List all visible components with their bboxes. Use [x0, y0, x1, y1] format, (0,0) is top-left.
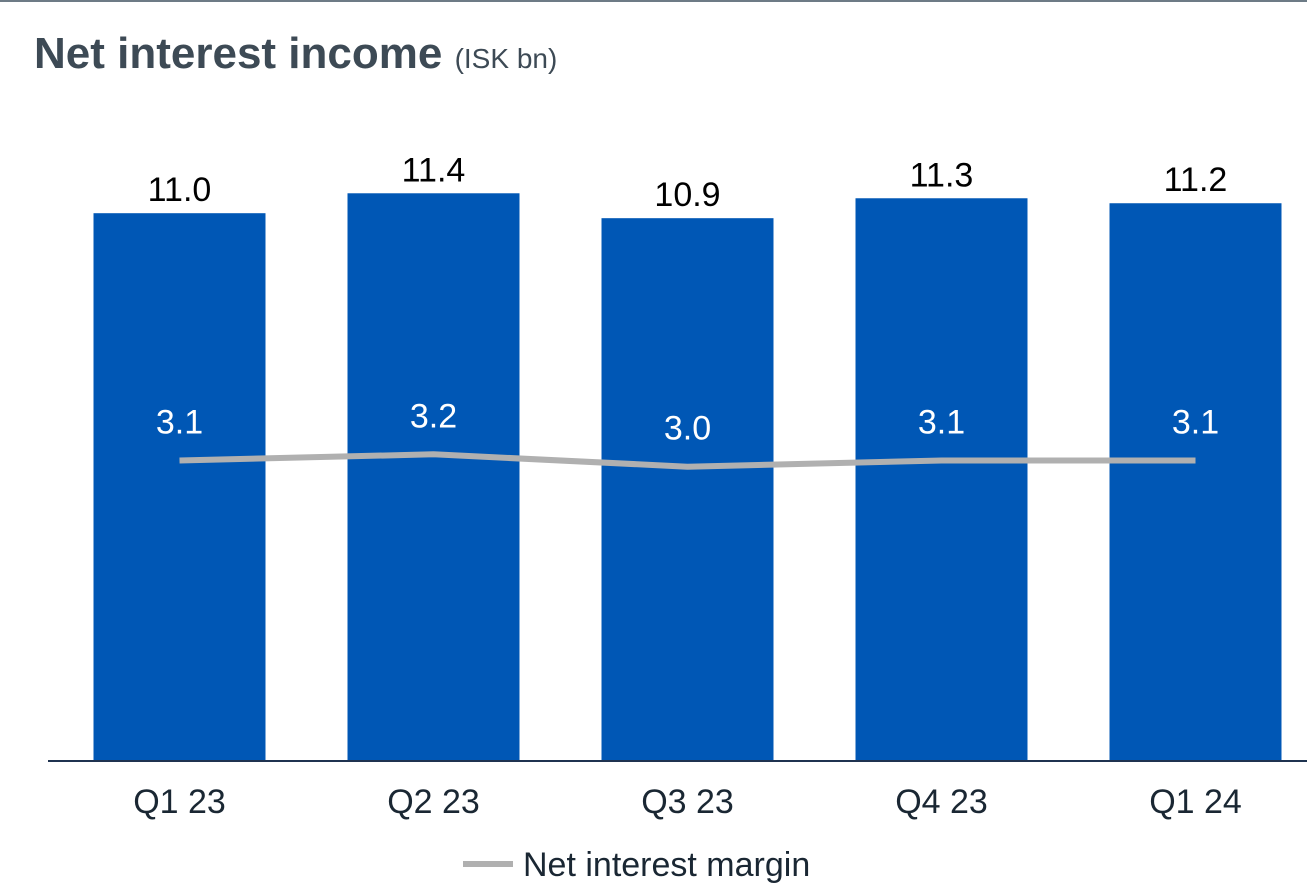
bar-series — [93, 193, 1282, 762]
x-tick-label: Q2 23 — [387, 783, 480, 821]
top-divider — [0, 0, 1307, 2]
x-tick-label: Q1 24 — [1149, 783, 1242, 821]
net-interest-margin-line — [179, 451, 1196, 470]
chart-title: Net interest income — [34, 29, 443, 78]
legend-entry-net-interest-margin: Net interest margin — [523, 846, 810, 884]
bar-q3-23 — [601, 218, 774, 761]
x-tick-label: Q4 23 — [895, 783, 988, 821]
bar-value-label: 10.9 — [654, 176, 720, 214]
bar-q1-24 — [1109, 203, 1282, 762]
bar-q1-23 — [93, 213, 266, 761]
bar-value-labels: 11.0 11.4 10.9 11.3 11.2 — [148, 151, 1228, 214]
x-tick-label: Q1 23 — [133, 783, 226, 821]
bar-value-label: 11.2 — [1164, 161, 1228, 199]
margin-value-label: 3.0 — [664, 410, 711, 448]
x-tick-label: Q3 23 — [641, 783, 734, 821]
margin-value-labels: 3.1 3.2 3.0 3.1 3.1 — [156, 397, 1219, 447]
legend: Net interest margin — [463, 846, 810, 884]
chart-unit: (ISK bn) — [454, 43, 558, 74]
x-axis-tick-labels: Q1 23 Q2 23 Q3 23 Q4 23 Q1 24 — [133, 783, 1242, 821]
margin-value-label: 3.1 — [1172, 404, 1219, 442]
bar-value-label: 11.3 — [910, 156, 974, 194]
margin-value-label: 3.2 — [410, 397, 457, 435]
page-title: Net interest income (ISK bn) — [34, 14, 557, 99]
bar-value-label: 11.0 — [148, 171, 212, 209]
margin-value-label: 3.1 — [918, 404, 965, 442]
bar-q4-23 — [855, 198, 1028, 761]
margin-value-label: 3.1 — [156, 404, 203, 442]
bar-value-label: 11.4 — [402, 151, 466, 189]
bar-q2-23 — [347, 193, 520, 761]
